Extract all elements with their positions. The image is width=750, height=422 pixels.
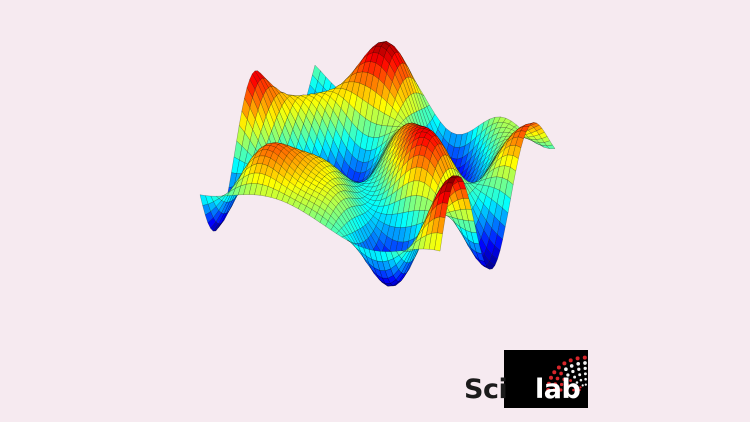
logo-dot [559, 382, 564, 387]
logo-dot [546, 381, 551, 386]
logo-dot [555, 376, 560, 381]
logo-dot [566, 373, 570, 377]
logo-box [504, 350, 588, 408]
logo-dot [573, 384, 576, 388]
logo-dot [575, 356, 580, 361]
logo-dot [583, 361, 587, 365]
logo-dot [579, 386, 582, 389]
logo-text-sci: Sci [464, 374, 508, 405]
scilab-logo: Sci lab [462, 348, 588, 410]
logo-dot [552, 388, 557, 392]
logo-dot [552, 370, 557, 375]
logo-dot [564, 367, 568, 372]
logo-dot [553, 382, 558, 386]
logo-dot [575, 381, 579, 384]
logo-dot [546, 388, 551, 392]
logo-dot [572, 388, 575, 392]
logo-dot [559, 371, 563, 376]
logo-dot [566, 383, 570, 387]
logo-dot [578, 373, 582, 377]
logo-dot [583, 372, 587, 376]
logo-dot [578, 388, 581, 392]
logo-dot [565, 388, 569, 392]
logo-dot [583, 366, 587, 371]
logo-dot [556, 365, 561, 370]
logo-dot [569, 379, 573, 383]
logo-dot [571, 369, 575, 374]
logo-dot [569, 364, 574, 368]
surface-facet [434, 232, 443, 252]
logo-dot [559, 388, 563, 392]
logo-dot [562, 377, 566, 382]
logo-text-lab: lab [535, 374, 581, 405]
logo-dot [582, 355, 587, 360]
logo-dot [549, 375, 553, 380]
logo-dots-icon [546, 355, 587, 392]
logo-dot [562, 361, 567, 366]
logo-dot [581, 384, 584, 387]
logo-dot [584, 383, 587, 386]
logo-dot [573, 375, 577, 379]
logo-dot [576, 361, 581, 366]
logo-dot [579, 378, 583, 382]
logo-dot [568, 358, 573, 363]
logo-dot [577, 367, 581, 371]
logo-dot [584, 377, 587, 381]
